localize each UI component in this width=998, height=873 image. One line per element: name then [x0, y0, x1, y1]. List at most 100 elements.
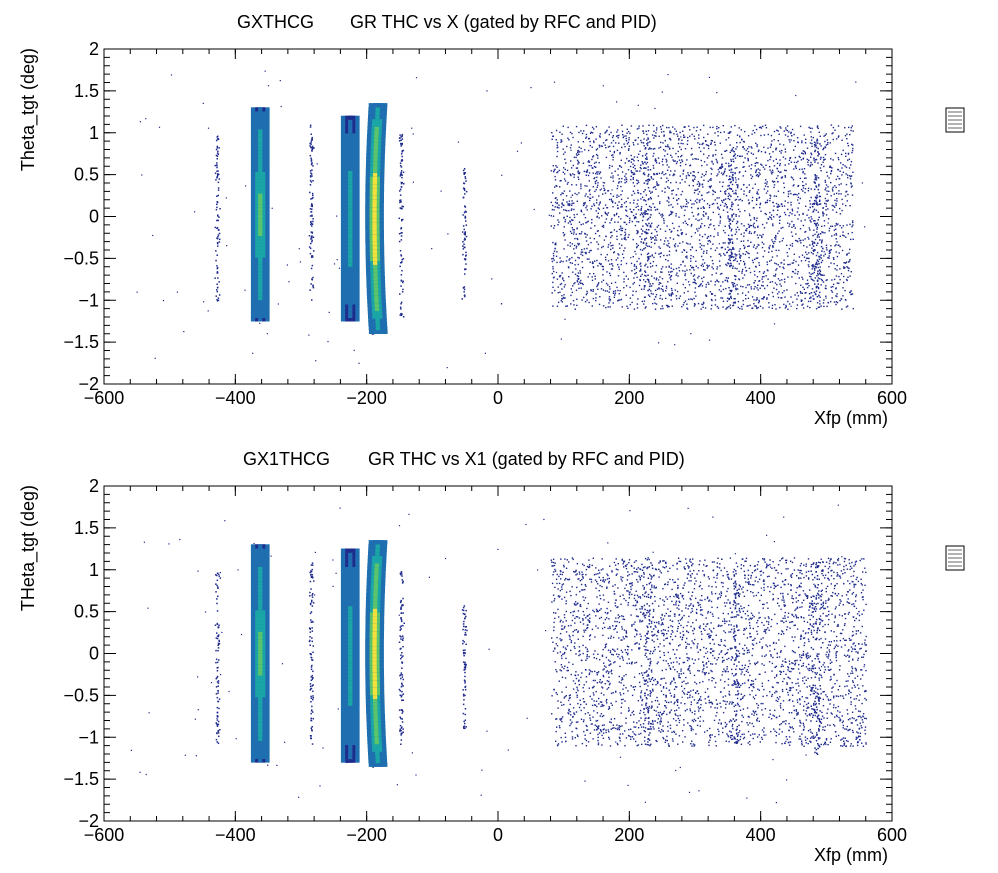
- scatter-point: [844, 165, 846, 167]
- scatter-point: [761, 223, 764, 226]
- scatter-point: [666, 153, 669, 155]
- scatter-point: [650, 292, 653, 295]
- scatter-point: [577, 161, 580, 163]
- scatter-point: [707, 144, 709, 146]
- scatter-point: [701, 280, 704, 283]
- scatter-point: [597, 171, 599, 173]
- scatter-point: [710, 185, 712, 187]
- scatter-point: [595, 293, 597, 295]
- scatter-point: [833, 234, 836, 236]
- scatter-point: [464, 259, 467, 261]
- scatter-point: [609, 274, 612, 277]
- scatter-point: [702, 206, 704, 208]
- scatter-point: [623, 135, 625, 137]
- scatter-point: [729, 307, 732, 309]
- scatter-point: [218, 229, 220, 231]
- scatter-point: [690, 333, 692, 335]
- scatter-point: [309, 191, 311, 194]
- scatter-point: [578, 243, 581, 245]
- scatter-point: [740, 255, 742, 257]
- scatter-point: [645, 210, 647, 212]
- scatter-point: [650, 177, 653, 179]
- scatter-point: [399, 207, 402, 209]
- scatter-point: [590, 165, 592, 167]
- scatter-point: [810, 139, 813, 141]
- scatter-point: [745, 229, 747, 231]
- scatter-point: [696, 228, 698, 230]
- scatter-point: [708, 283, 710, 285]
- scatter-point: [724, 168, 726, 170]
- scatter-point: [779, 219, 781, 221]
- scatter-point: [685, 279, 687, 281]
- scatter-point: [606, 253, 608, 256]
- scatter-point: [636, 245, 638, 248]
- scatter-point: [822, 281, 825, 283]
- scatter-point: [700, 308, 702, 310]
- scatter-point: [644, 212, 646, 214]
- scatter-point: [612, 302, 614, 304]
- scatter-point: [835, 251, 837, 253]
- scatter-point: [773, 130, 776, 133]
- scatter-point: [832, 132, 834, 134]
- scatter-point: [624, 221, 626, 224]
- scatter-point: [701, 143, 703, 146]
- scatter-point: [728, 132, 731, 134]
- scatter-point: [739, 307, 741, 310]
- scatter-point: [299, 261, 301, 263]
- scatter-point: [710, 139, 713, 142]
- scatter-point: [312, 165, 314, 167]
- scatter-point: [666, 126, 668, 129]
- scatter-point: [702, 214, 704, 216]
- scatter-point: [676, 272, 678, 274]
- scatter-point: [834, 245, 836, 247]
- scatter-point: [588, 190, 590, 192]
- scatter-point: [399, 314, 401, 316]
- scatter-point: [309, 252, 312, 255]
- scatter-point: [719, 166, 721, 169]
- scatter-point: [713, 225, 715, 227]
- scatter-point: [599, 171, 602, 174]
- scatter-point: [606, 139, 608, 141]
- scatter-point: [813, 202, 816, 204]
- scatter-point: [759, 305, 762, 307]
- scatter-point: [309, 179, 312, 182]
- scatter-point: [835, 232, 837, 235]
- scatter-point: [620, 198, 623, 201]
- scatter-point: [767, 186, 769, 188]
- scatter-point: [796, 194, 798, 196]
- scatter-point: [739, 135, 741, 137]
- scatter-point: [574, 264, 576, 266]
- scatter-point: [720, 285, 722, 287]
- scatter-point: [824, 287, 827, 289]
- scatter-point: [576, 154, 578, 157]
- scatter-point: [767, 147, 769, 149]
- scatter-point: [785, 129, 787, 131]
- scatter-point: [808, 261, 810, 263]
- scatter-point: [747, 151, 750, 153]
- scatter-point: [639, 166, 642, 169]
- scatter-point: [597, 283, 599, 285]
- scatter-point: [582, 141, 585, 143]
- scatter-point: [736, 184, 738, 186]
- scatter-point: [718, 208, 720, 210]
- heatmap-cell: [348, 225, 353, 230]
- scatter-point: [730, 255, 732, 258]
- scatter-point: [746, 228, 748, 230]
- scatter-point: [606, 130, 608, 132]
- heatmap-cell: [372, 245, 377, 250]
- scatter-point: [779, 159, 781, 161]
- scatter-point: [662, 214, 664, 217]
- scatter-point: [652, 164, 655, 167]
- scatter-point: [721, 165, 724, 168]
- scatter-point: [642, 162, 644, 164]
- scatter-point: [569, 173, 571, 175]
- scatter-point: [755, 257, 758, 259]
- scatter-point: [840, 162, 842, 164]
- scatter-point: [400, 308, 402, 310]
- scatter-point: [745, 294, 747, 296]
- scatter-point: [711, 259, 714, 262]
- scatter-point: [399, 250, 402, 252]
- scatter-point: [624, 175, 626, 177]
- scatter-point: [823, 147, 825, 149]
- scatter-point: [850, 164, 852, 166]
